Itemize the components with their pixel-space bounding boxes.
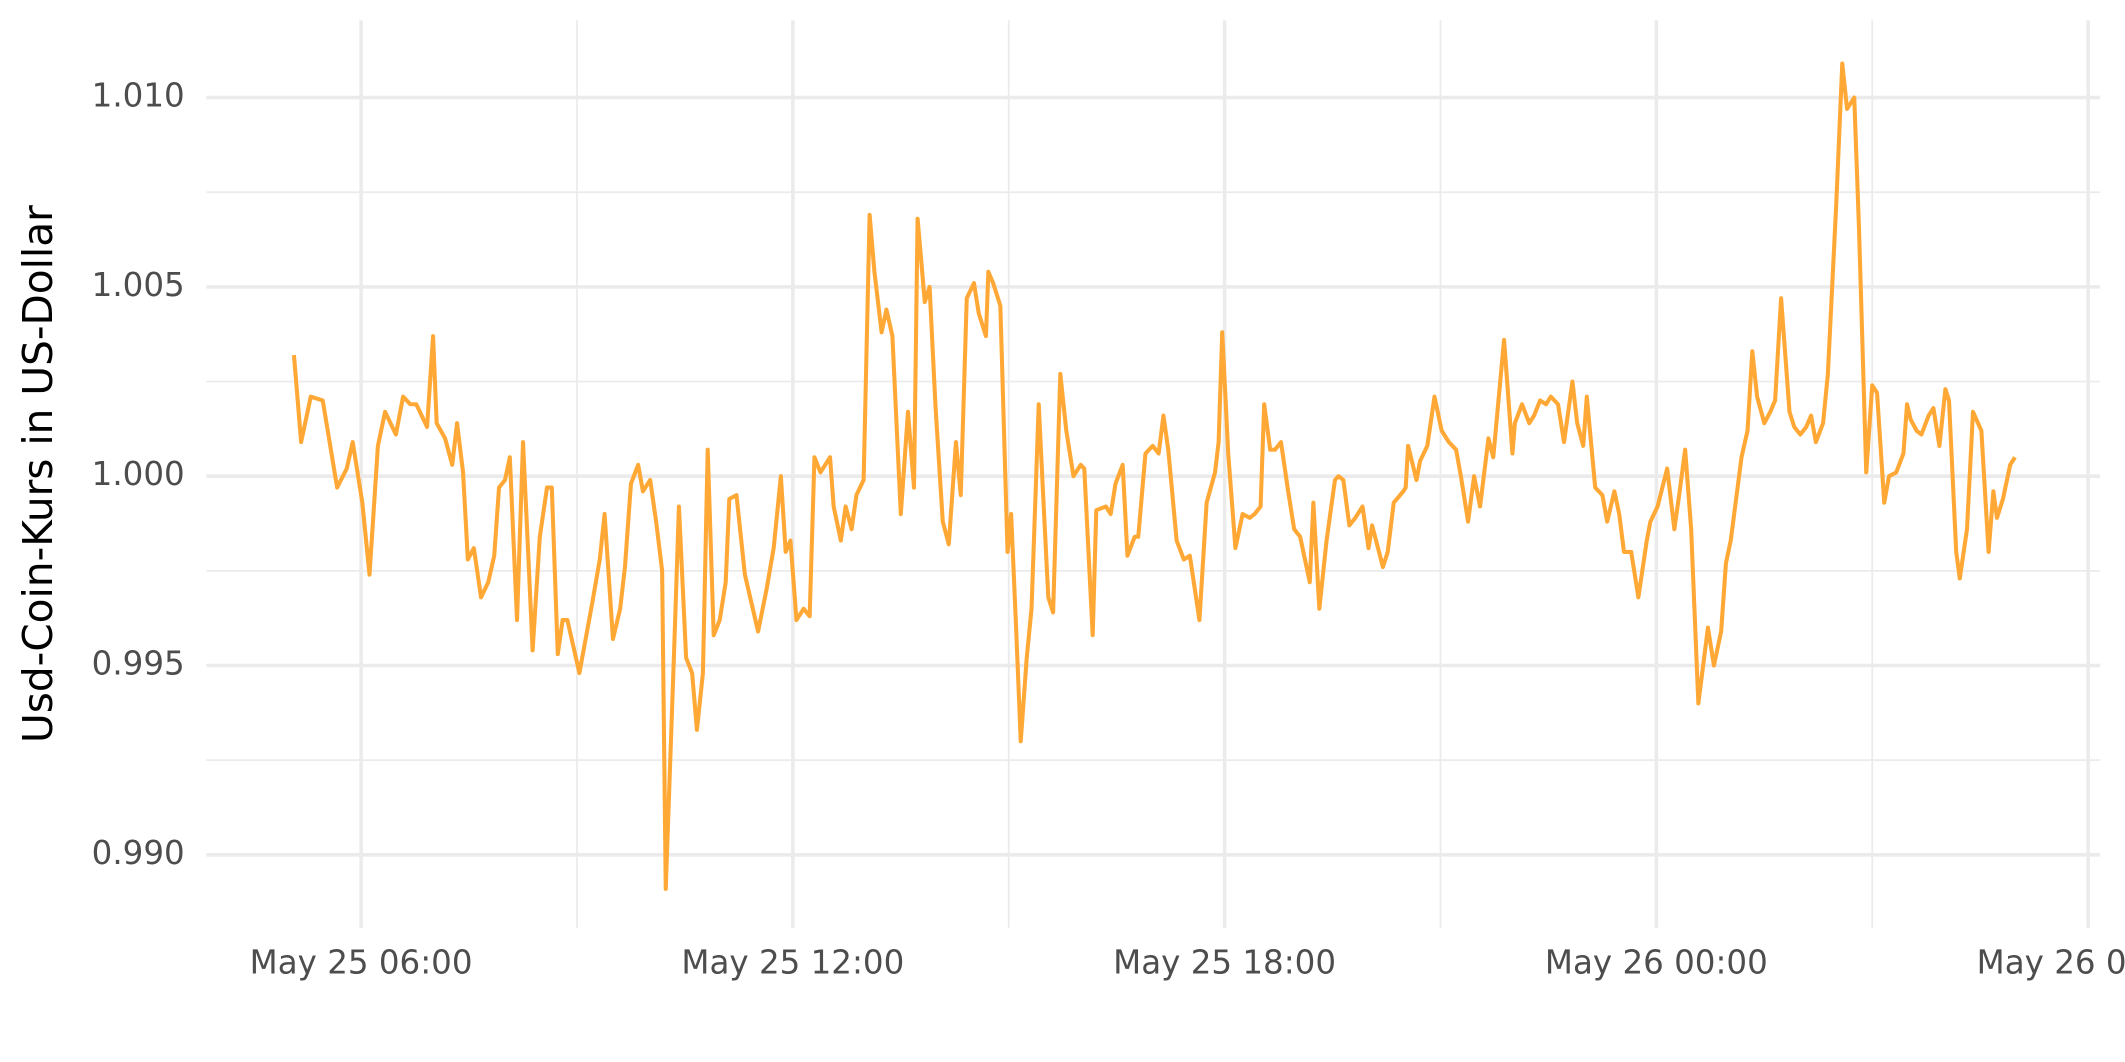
x-tick-label: May 25 12:00: [681, 943, 904, 981]
y-tick-label: 1.005: [92, 266, 185, 304]
x-tick-label: May 25 06:00: [250, 943, 473, 981]
y-tick-label: 1.010: [92, 77, 185, 115]
y-tick-label: 1.000: [92, 455, 185, 493]
x-tick-label: May 26 00:00: [1545, 943, 1768, 981]
y-axis-label: Usd-Coin-Kurs in US-Dollar: [14, 205, 62, 743]
grid: [206, 20, 2101, 928]
price-line: [291, 61, 2017, 891]
x-tick-label: May 25 18:00: [1113, 943, 1336, 981]
y-tick-label: 0.990: [92, 834, 185, 872]
x-tick-label: May 26 06:00: [1977, 943, 2125, 981]
y-tick-label: 0.995: [92, 645, 185, 683]
